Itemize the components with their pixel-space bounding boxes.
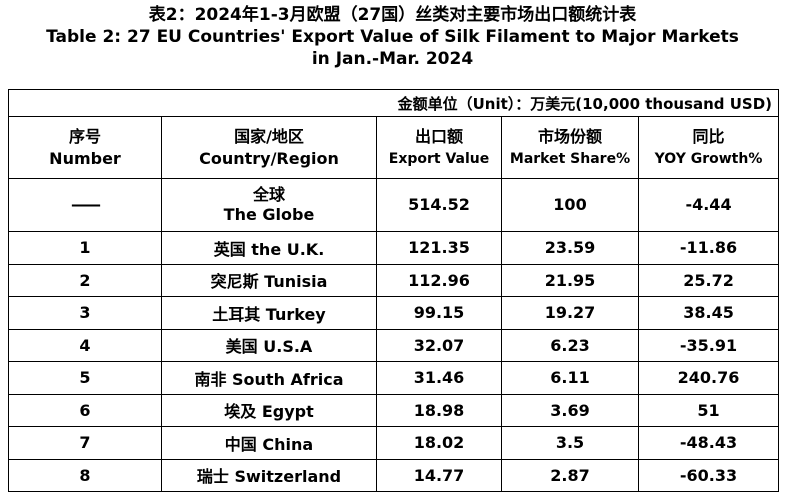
row-export-value: 99.15 [376, 296, 502, 330]
row-export-value: 31.46 [376, 361, 502, 395]
table-row: 1 英国 the U.K. 121.35 23.59 -11.86 [8, 231, 780, 265]
title-block: 表2：2024年1-3月欧盟（27国）丝类对主要市场出口额统计表 Table 2… [0, 0, 785, 70]
header-yoy-en: YOY Growth% [654, 150, 763, 167]
header-number-en: Number [49, 148, 121, 168]
row-market-share: 19.27 [501, 296, 639, 330]
row-export-value: 14.77 [376, 458, 502, 492]
row-export-value: 18.02 [376, 426, 502, 460]
globe-market-share: 100 [501, 178, 639, 232]
row-market-share: 21.95 [501, 263, 639, 297]
row-yoy: 51 [637, 393, 780, 427]
table-row: 8 瑞士 Switzerland 14.77 2.87 -60.33 [8, 458, 780, 492]
title-chinese: 表2：2024年1-3月欧盟（27国）丝类对主要市场出口额统计表 [148, 5, 637, 25]
globe-country: 全球 The Globe [161, 178, 377, 232]
row-export-value: 112.96 [376, 263, 502, 297]
row-yoy: -11.86 [637, 231, 780, 265]
header-export-en: Export Value [388, 150, 490, 167]
row-export-value: 121.35 [376, 231, 502, 265]
row-country: 突尼斯 Tunisia [161, 263, 377, 297]
title-english-line2: in Jan.-Mar. 2024 [311, 49, 474, 69]
row-country: 瑞士 Switzerland [161, 458, 377, 492]
header-country-en: Country/Region [199, 148, 339, 168]
row-yoy: -35.91 [637, 328, 780, 362]
header-country: 国家/地区 Country/Region [161, 116, 377, 179]
row-number: 7 [8, 426, 162, 460]
row-market-share: 3.5 [501, 426, 639, 460]
globe-yoy: -4.44 [637, 178, 780, 232]
globe-row: —— 全球 The Globe 514.52 100 -4.44 [8, 178, 780, 232]
row-number: 5 [8, 361, 162, 395]
header-share: 市场份额 Market Share% [501, 116, 639, 179]
header-yoy: 同比 YOY Growth% [637, 116, 780, 179]
row-number: 4 [8, 328, 162, 362]
row-number: 3 [8, 296, 162, 330]
globe-number: —— [8, 178, 162, 232]
row-country: 美国 U.S.A [161, 328, 377, 362]
row-market-share: 6.23 [501, 328, 639, 362]
header-number-cn: 序号 [68, 126, 101, 146]
row-country: 英国 the U.K. [161, 231, 377, 265]
row-country: 南非 South Africa [161, 361, 377, 395]
header-country-cn: 国家/地区 [234, 126, 304, 146]
table-row: 5 南非 South Africa 31.46 6.11 240.76 [8, 361, 780, 395]
row-yoy: 25.72 [637, 263, 780, 297]
header-number: 序号 Number [8, 116, 162, 179]
table-row: 3 土耳其 Turkey 99.15 19.27 38.45 [8, 296, 780, 330]
row-yoy: 38.45 [637, 296, 780, 330]
export-table: 金额单位（Unit）：万美元(10,000 thousand USD) 序号 N… [7, 89, 780, 492]
globe-country-cn: 全球 [252, 185, 285, 204]
table-row: 2 突尼斯 Tunisia 112.96 21.95 25.72 [8, 263, 780, 297]
row-market-share: 23.59 [501, 231, 639, 265]
globe-country-en: The Globe [223, 205, 315, 224]
row-country: 土耳其 Turkey [161, 296, 377, 330]
row-number: 1 [8, 231, 162, 265]
header-export-cn: 出口额 [414, 126, 463, 146]
unit-row: 金额单位（Unit）：万美元(10,000 thousand USD) [7, 89, 780, 117]
row-market-share: 3.69 [501, 393, 639, 427]
header-export: 出口额 Export Value [376, 116, 502, 179]
row-country: 中国 China [161, 426, 377, 460]
row-yoy: -48.43 [637, 426, 780, 460]
row-country: 埃及 Egypt [161, 393, 377, 427]
row-export-value: 32.07 [376, 328, 502, 362]
row-number: 2 [8, 263, 162, 297]
row-export-value: 18.98 [376, 393, 502, 427]
table-row: 7 中国 China 18.02 3.5 -48.43 [8, 426, 780, 460]
row-market-share: 6.11 [501, 361, 639, 395]
title-english: Table 2: 27 EU Countries' Export Value o… [46, 27, 739, 47]
row-number: 8 [8, 458, 162, 492]
table-row: 6 埃及 Egypt 18.98 3.69 51 [8, 393, 780, 427]
globe-export-value: 514.52 [376, 178, 502, 232]
header-share-cn: 市场份额 [537, 126, 602, 146]
table-row: 4 美国 U.S.A 32.07 6.23 -35.91 [8, 328, 780, 362]
row-number: 6 [8, 393, 162, 427]
header-yoy-cn: 同比 [692, 126, 725, 146]
unit-note: 金额单位（Unit）：万美元(10,000 thousand USD) [7, 89, 780, 117]
row-yoy: -60.33 [637, 458, 780, 492]
row-market-share: 2.87 [501, 458, 639, 492]
header-row: 序号 Number 国家/地区 Country/Region 出口额 Expor… [8, 116, 780, 179]
row-yoy: 240.76 [637, 361, 780, 395]
header-share-en: Market Share% [509, 150, 631, 167]
